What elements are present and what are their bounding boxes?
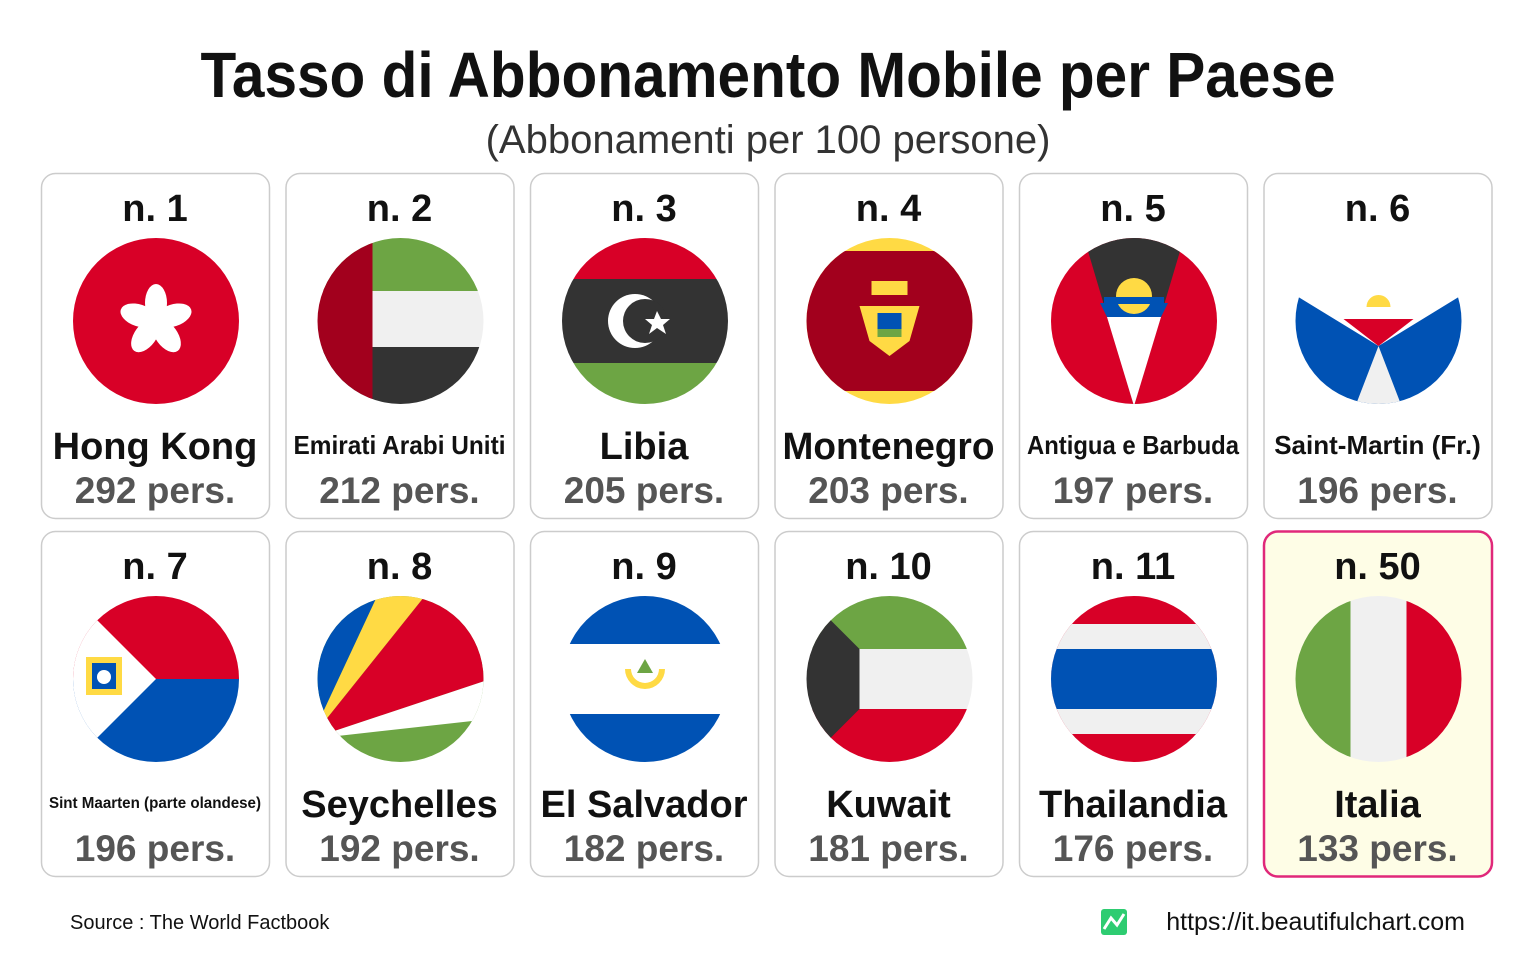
source: Source : The World Factbook <box>70 912 330 934</box>
flag-part <box>1343 319 1414 346</box>
card: n. 7 Sint Maarten (parte olandese) 196 per… <box>40 530 271 878</box>
country-name: Sint Maarten (parte olandese) <box>49 795 261 812</box>
flag-part <box>1104 297 1164 304</box>
rank: n. 50 <box>1334 546 1421 588</box>
rank: n. 4 <box>856 188 921 230</box>
flag <box>317 596 484 762</box>
country-name: Kuwait <box>826 784 951 826</box>
flag-part <box>317 679 484 739</box>
title: Tasso di Abbonamento Mobile per Paese <box>201 39 1336 111</box>
url: https://it.beautifulchart.com <box>1166 908 1465 936</box>
rank: n. 7 <box>122 546 187 588</box>
country-name: Hong Kong <box>53 426 258 468</box>
rank: n. 6 <box>1345 188 1410 230</box>
flag <box>562 596 728 762</box>
flag <box>1295 238 1462 404</box>
value: 197 pers. <box>1053 470 1213 511</box>
flag-part <box>97 670 111 684</box>
subtitle: (Abbonamenti per 100 persone) <box>486 118 1051 162</box>
flag <box>73 596 239 762</box>
rank: n. 5 <box>1100 188 1165 230</box>
card: n. 2 Emirati Arabi Uniti 212 pers. <box>285 172 515 520</box>
flag-part <box>877 313 902 329</box>
flag-part <box>1051 649 1217 709</box>
flag <box>73 238 239 404</box>
country-name: Saint-Martin (Fr.) <box>1274 430 1481 460</box>
value: 292 pers. <box>75 470 235 511</box>
card: n. 6 Saint-Martin (Fr.) 196 pers. <box>1263 172 1493 520</box>
flag-part <box>625 669 665 689</box>
flag <box>1051 238 1217 404</box>
flag-part <box>1353 346 1404 404</box>
rank: n. 8 <box>367 546 432 588</box>
country-name: El Salvador <box>541 784 748 826</box>
value: 203 pers. <box>808 470 968 511</box>
card: n. 5 Antigua e Barbuda 197 pers. <box>1018 172 1249 520</box>
flag-part <box>131 318 160 353</box>
flag-part <box>623 299 667 343</box>
value: 182 pers. <box>564 828 724 869</box>
country-name: Antigua e Barbuda <box>1027 430 1239 460</box>
logo-icon <box>1101 909 1127 935</box>
flag <box>1051 596 1217 762</box>
flag-part <box>120 303 158 328</box>
flag <box>806 238 973 404</box>
rank: n. 1 <box>122 188 187 230</box>
value: 192 pers. <box>319 828 479 869</box>
flag-part <box>1107 317 1161 404</box>
country-name: Montenegro <box>783 426 995 468</box>
value: 205 pers. <box>564 470 724 511</box>
country-name: Emirati Arabi Uniti <box>294 430 506 460</box>
flag-part <box>1116 278 1152 314</box>
flag-part <box>637 659 653 673</box>
country-name: Seychelles <box>301 784 497 826</box>
rank: n. 2 <box>367 188 432 230</box>
country-name: Italia <box>1334 784 1421 826</box>
value: 176 pers. <box>1053 828 1213 869</box>
value: 196 pers. <box>75 828 235 869</box>
country-name: Libia <box>600 426 690 468</box>
value: 181 pers. <box>808 828 968 869</box>
rank: n. 9 <box>611 546 676 588</box>
rank: n. 10 <box>845 546 932 588</box>
country-name: Thailandia <box>1039 784 1228 826</box>
rank: n. 11 <box>1091 546 1176 588</box>
flag-part <box>1363 307 1394 319</box>
value: 212 pers. <box>319 470 479 511</box>
flag-part <box>871 281 908 295</box>
flag-part <box>645 311 670 334</box>
value: 133 pers. <box>1297 828 1457 869</box>
flag-part <box>317 596 484 739</box>
rank: n. 3 <box>611 188 676 230</box>
flag-part <box>877 329 902 337</box>
value: 196 pers. <box>1297 470 1457 511</box>
